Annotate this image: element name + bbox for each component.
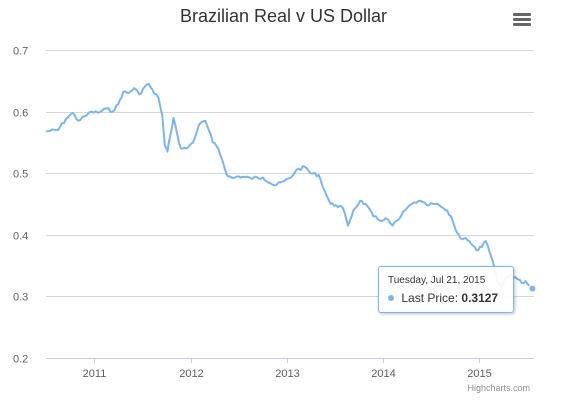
tooltip: Tuesday, Jul 21, 2015 Last Price: 0.3127: [378, 266, 514, 313]
y-tick-label: 0.3: [13, 292, 28, 304]
hamburger-menu-icon[interactable]: [513, 13, 531, 29]
tooltip-series-label: Last Price:: [401, 291, 459, 305]
chart-title: Brazilian Real v US Dollar: [179, 6, 388, 26]
menu-bar: [513, 23, 531, 26]
y-tick-label: 0.2: [13, 354, 28, 366]
hover-point-marker: [528, 284, 537, 293]
credits-link[interactable]: Highcharts.com: [467, 383, 530, 393]
tooltip-value: 0.3127: [461, 291, 499, 305]
x-tick-label: 2014: [371, 368, 395, 380]
axes: 0.2 0.3 0.4 0.5 0.6 0.7 2011 2012 2013 2014 2015: [13, 46, 534, 380]
tooltip-date: Tuesday, Jul 21, 2015: [388, 275, 486, 286]
y-tick-label: 0.6: [13, 108, 28, 120]
y-tick-label: 0.4: [13, 231, 28, 243]
x-tick-label: 2013: [275, 368, 299, 380]
series-line: [45, 82, 535, 292]
y-tick-label: 0.5: [13, 169, 28, 181]
menu-bar: [513, 18, 531, 21]
menu-bar: [513, 13, 531, 16]
series-marker-icon: [388, 294, 394, 301]
y-tick-label: 0.7: [13, 46, 28, 58]
x-tick-label: 2015: [467, 368, 491, 380]
x-tick-label: 2012: [179, 368, 203, 380]
tooltip-row: Last Price: 0.3127: [388, 291, 504, 305]
x-tick-label: 2011: [83, 368, 107, 380]
series-group: [45, 82, 537, 293]
